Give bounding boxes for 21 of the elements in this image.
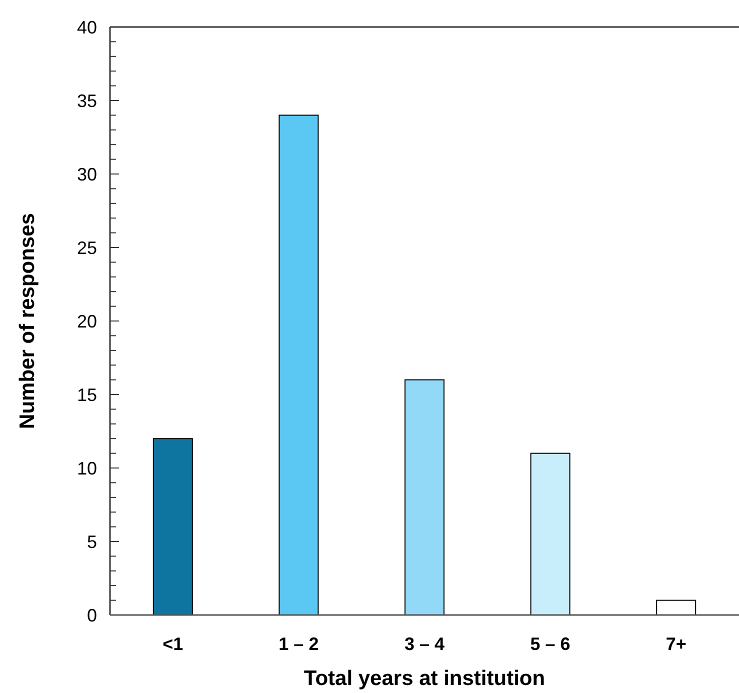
y-tick-label: 25 [76, 238, 97, 258]
bar [404, 379, 444, 616]
x-tick-label: <1 [162, 634, 184, 654]
bar [278, 114, 319, 616]
bar [656, 600, 696, 616]
y-tick-label: 5 [86, 532, 97, 552]
y-tick-label: 40 [76, 17, 97, 38]
y-tick-label: 0 [86, 605, 97, 626]
y-axis-title: Number of responses [16, 213, 39, 429]
y-tick-label: 30 [76, 164, 97, 184]
x-axis-title: Total years at institution [304, 667, 546, 690]
y-tick-label: 35 [76, 90, 97, 111]
x-tick-label: 1 – 2 [278, 634, 319, 654]
x-tick-label: 7+ [666, 634, 686, 654]
y-tick-label: 15 [76, 384, 97, 405]
y-tick-label: 10 [76, 458, 97, 478]
y-tick-label: 20 [76, 311, 97, 332]
x-tick-label: 3 – 4 [404, 634, 445, 654]
bar [530, 452, 570, 616]
bar [152, 438, 193, 616]
x-tick-label: 5 – 6 [530, 634, 570, 654]
